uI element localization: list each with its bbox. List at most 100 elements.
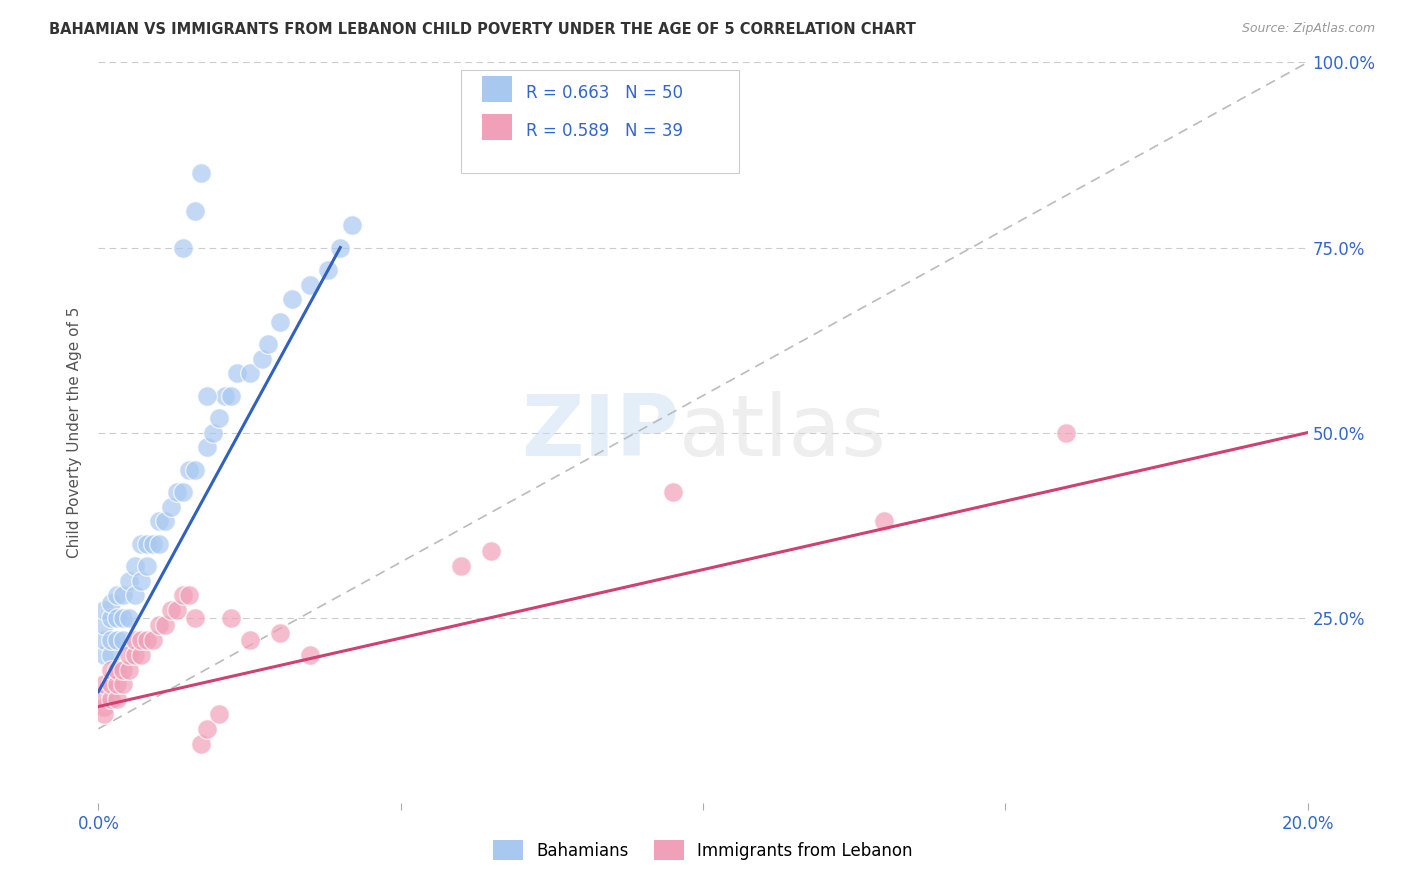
FancyBboxPatch shape: [482, 114, 512, 140]
Point: [256, 336, 278, 351]
Point: [160, 603, 183, 617]
Text: R = 0.589   N = 39: R = 0.589 N = 39: [526, 122, 683, 140]
Point: [873, 515, 896, 529]
Point: [111, 677, 134, 691]
Point: [111, 610, 134, 624]
Text: atlas: atlas: [679, 391, 887, 475]
Point: [105, 589, 128, 603]
Point: [118, 574, 141, 588]
Point: [269, 314, 291, 328]
Point: [202, 425, 225, 440]
Text: ZIP: ZIP: [522, 391, 679, 475]
Text: BAHAMIAN VS IMMIGRANTS FROM LEBANON CHILD POVERTY UNDER THE AGE OF 5 CORRELATION: BAHAMIAN VS IMMIGRANTS FROM LEBANON CHIL…: [49, 22, 917, 37]
Point: [299, 648, 322, 662]
Point: [100, 663, 122, 677]
Point: [142, 632, 165, 647]
Point: [166, 484, 188, 499]
Point: [105, 632, 128, 647]
Point: [221, 388, 243, 402]
Point: [100, 596, 122, 610]
Text: R = 0.663   N = 50: R = 0.663 N = 50: [526, 84, 683, 102]
Point: [148, 536, 170, 550]
Point: [93, 632, 115, 647]
Text: Source: ZipAtlas.com: Source: ZipAtlas.com: [1241, 22, 1375, 36]
Point: [124, 648, 146, 662]
Point: [100, 677, 122, 691]
Point: [195, 441, 218, 455]
Point: [111, 632, 134, 647]
Point: [184, 462, 207, 476]
Point: [179, 462, 201, 476]
Point: [118, 663, 141, 677]
FancyBboxPatch shape: [482, 76, 512, 102]
Point: [195, 388, 218, 402]
Point: [214, 388, 236, 402]
Point: [124, 632, 146, 647]
Point: [661, 484, 683, 499]
Point: [179, 589, 201, 603]
Legend: Bahamians, Immigrants from Lebanon: Bahamians, Immigrants from Lebanon: [485, 831, 921, 869]
Point: [221, 610, 243, 624]
Point: [160, 500, 183, 514]
Point: [239, 632, 262, 647]
Point: [135, 558, 157, 573]
Point: [129, 648, 152, 662]
Point: [239, 367, 262, 381]
Point: [129, 632, 152, 647]
Point: [105, 677, 128, 691]
Point: [172, 484, 194, 499]
Point: [93, 692, 115, 706]
Point: [172, 589, 194, 603]
Point: [105, 692, 128, 706]
Point: [208, 706, 231, 721]
Point: [93, 618, 115, 632]
Point: [105, 610, 128, 624]
Point: [299, 277, 322, 292]
Point: [195, 722, 218, 736]
Point: [124, 558, 146, 573]
FancyBboxPatch shape: [461, 70, 740, 173]
Point: [208, 410, 231, 425]
Point: [190, 166, 212, 180]
Point: [129, 574, 152, 588]
Point: [93, 699, 115, 714]
Point: [184, 610, 207, 624]
Point: [93, 677, 115, 691]
Point: [105, 663, 128, 677]
Point: [172, 240, 194, 255]
Point: [100, 692, 122, 706]
Point: [166, 603, 188, 617]
Point: [93, 603, 115, 617]
Point: [111, 589, 134, 603]
Point: [93, 648, 115, 662]
Point: [148, 515, 170, 529]
Point: [148, 618, 170, 632]
Point: [269, 625, 291, 640]
Y-axis label: Child Poverty Under the Age of 5: Child Poverty Under the Age of 5: [67, 307, 83, 558]
Point: [226, 367, 249, 381]
Point: [100, 632, 122, 647]
Point: [100, 648, 122, 662]
Point: [142, 536, 165, 550]
Point: [184, 203, 207, 218]
Point: [342, 219, 364, 233]
Point: [153, 618, 176, 632]
Point: [450, 558, 472, 573]
Point: [1054, 425, 1077, 440]
Point: [329, 240, 352, 255]
Point: [153, 515, 176, 529]
Point: [124, 589, 146, 603]
Point: [129, 536, 152, 550]
Point: [135, 536, 157, 550]
Point: [135, 632, 157, 647]
Point: [316, 262, 339, 277]
Point: [481, 544, 503, 558]
Point: [118, 610, 141, 624]
Point: [100, 610, 122, 624]
Point: [190, 737, 212, 751]
Point: [93, 706, 115, 721]
Point: [111, 663, 134, 677]
Point: [281, 293, 304, 307]
Point: [118, 648, 141, 662]
Point: [250, 351, 273, 366]
